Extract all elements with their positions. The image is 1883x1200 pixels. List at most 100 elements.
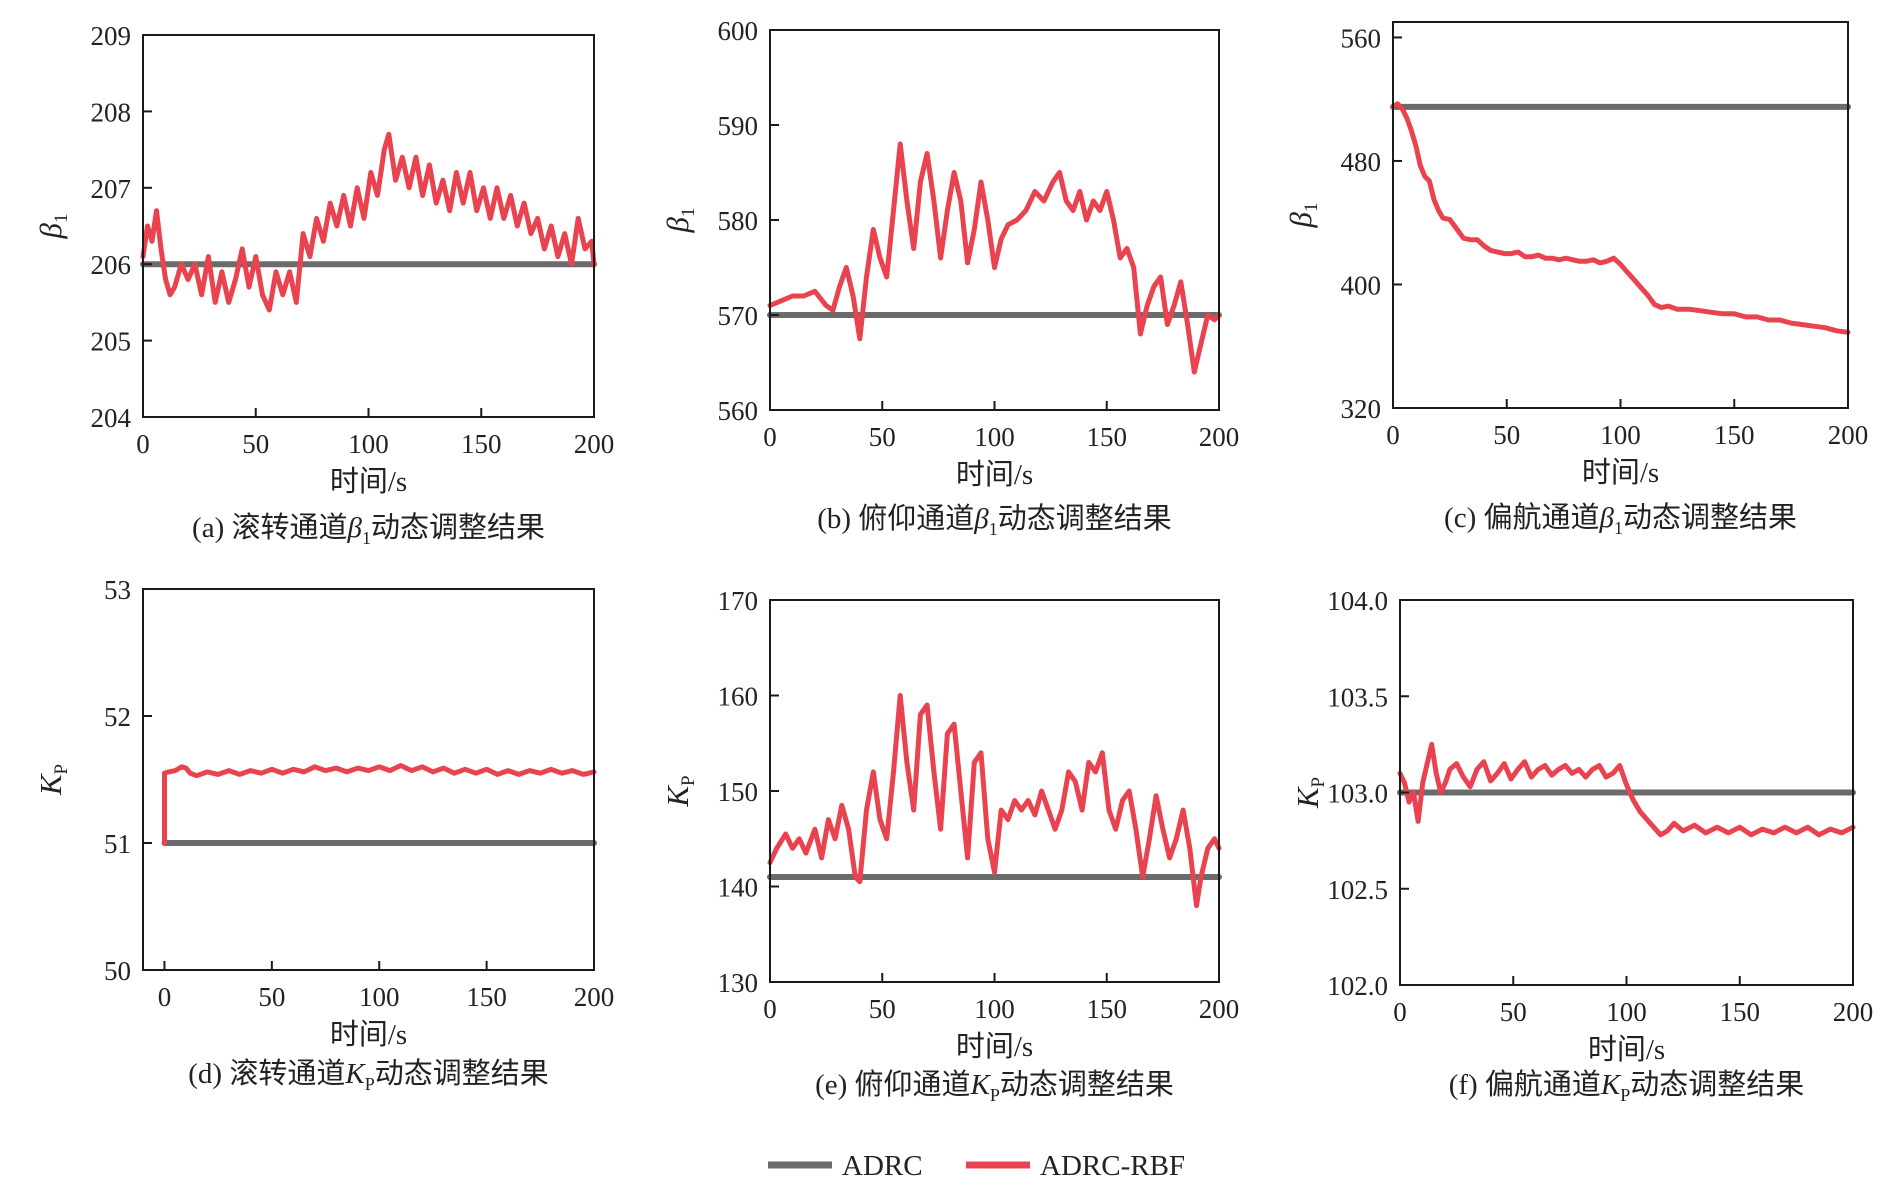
x-tick-label: 0 xyxy=(763,994,777,1024)
caption-suffix: 动态调整结果 xyxy=(1000,1068,1174,1101)
y-axis-label: β1 xyxy=(33,214,72,240)
x-tick-label: 100 xyxy=(348,429,389,459)
caption-symbol: β xyxy=(1598,502,1614,534)
series-line-adrc-rbf xyxy=(767,693,1222,909)
caption-symbol: β xyxy=(346,512,362,544)
subplot-caption: (c) 偏航通道β1动态调整结果 xyxy=(1444,501,1797,538)
x-tick-label: 50 xyxy=(869,422,896,452)
y-tick-label: 207 xyxy=(91,174,132,204)
x-tick-label: 0 xyxy=(158,982,172,1012)
y-tick-label: 205 xyxy=(91,327,132,357)
subplot-caption: (e) 俯仰通道KP动态调整结果 xyxy=(815,1068,1174,1105)
caption-suffix: 动态调整结果 xyxy=(1623,501,1797,534)
y-tick-label: 570 xyxy=(718,301,759,331)
caption-symbol: K xyxy=(344,1058,366,1090)
x-tick-label: 150 xyxy=(1714,420,1755,450)
x-axis-label: 时间/s xyxy=(330,465,407,498)
x-axis-label: 时间/s xyxy=(956,1030,1033,1063)
y-tick-label: 130 xyxy=(718,968,759,998)
y-axis-subscript: P xyxy=(1308,777,1329,788)
y-tick-label: 580 xyxy=(718,206,759,236)
y-axis-symbol: K xyxy=(1290,785,1325,809)
x-tick-label: 50 xyxy=(1500,997,1527,1027)
y-axis-subscript: 1 xyxy=(678,208,699,218)
y-tick-label: 53 xyxy=(104,575,131,605)
x-tick-label: 0 xyxy=(763,422,777,452)
y-tick-label: 600 xyxy=(718,16,759,46)
caption-subscript: P xyxy=(365,1074,375,1094)
y-tick-label: 590 xyxy=(718,111,759,141)
caption-prefix: (e) 俯仰通道 xyxy=(815,1068,970,1101)
caption-symbol: β xyxy=(973,503,989,535)
y-axis-subscript: P xyxy=(51,764,72,775)
series-line-adrc-rbf xyxy=(1397,741,1856,838)
caption-prefix: (d) 滚转通道 xyxy=(188,1057,345,1090)
y-tick-label: 102.5 xyxy=(1327,875,1388,905)
caption-subscript: 1 xyxy=(1614,518,1623,538)
x-tick-label: 0 xyxy=(1393,997,1407,1027)
x-tick-label: 50 xyxy=(869,994,896,1024)
x-axis-label: 时间/s xyxy=(1582,456,1659,489)
subplot-caption: (a) 滚转通道β1动态调整结果 xyxy=(192,511,545,548)
plot-frame xyxy=(142,34,595,418)
y-tick-label: 51 xyxy=(104,829,131,859)
caption-suffix: 动态调整结果 xyxy=(371,511,545,544)
x-tick-label: 100 xyxy=(974,994,1015,1024)
x-tick-label: 200 xyxy=(574,429,615,459)
x-tick-label: 0 xyxy=(136,429,150,459)
x-tick-label: 150 xyxy=(1720,997,1761,1027)
y-axis-symbol: K xyxy=(33,772,68,796)
series-line-adrc-rbf xyxy=(140,131,597,313)
x-tick-label: 100 xyxy=(1600,420,1641,450)
y-axis-symbol: β xyxy=(33,222,68,239)
y-axis-label: KP xyxy=(660,775,699,807)
x-tick-label: 200 xyxy=(1199,422,1240,452)
x-tick-label: 150 xyxy=(466,982,507,1012)
y-axis-symbol: K xyxy=(660,784,695,808)
subplot-grid: 0 50 100 150 200204205206207208209时间/sβ1(a) … xyxy=(33,16,1873,1105)
legend-label-adrc: ADRC xyxy=(842,1150,923,1182)
legend-label-adrc-rbf: ADRC-RBF xyxy=(1040,1150,1185,1182)
y-tick-label: 103.5 xyxy=(1327,682,1388,712)
y-axis-subscript: 1 xyxy=(51,214,72,224)
caption-symbol: K xyxy=(1600,1069,1622,1101)
x-tick-label: 200 xyxy=(1199,994,1240,1024)
x-tick-label: 100 xyxy=(1606,997,1647,1027)
y-tick-label: 140 xyxy=(718,873,759,903)
x-axis-label: 时间/s xyxy=(956,458,1033,491)
series-line-adrc-rbf xyxy=(162,763,597,846)
caption-subscript: P xyxy=(990,1085,1000,1105)
caption-prefix: (c) 偏航通道 xyxy=(1444,501,1599,534)
y-axis-label: β1 xyxy=(1283,203,1322,229)
x-tick-label: 200 xyxy=(1833,997,1874,1027)
x-tick-label: 100 xyxy=(974,422,1015,452)
caption-prefix: (b) 俯仰通道 xyxy=(817,502,974,535)
legend: ADRC ADRC-RBF xyxy=(768,1150,1185,1182)
y-axis-label: KP xyxy=(1290,777,1329,809)
series-line-adrc-rbf xyxy=(767,141,1222,375)
x-tick-label: 50 xyxy=(258,982,285,1012)
x-tick-label: 50 xyxy=(1493,420,1520,450)
x-tick-label: 150 xyxy=(1087,994,1128,1024)
caption-suffix: 动态调整结果 xyxy=(998,502,1172,535)
caption-symbol: K xyxy=(970,1069,992,1101)
y-tick-label: 52 xyxy=(104,702,131,732)
caption-suffix: 动态调整结果 xyxy=(1630,1068,1804,1101)
x-tick-label: 0 xyxy=(1386,420,1400,450)
y-tick-label: 150 xyxy=(718,777,759,807)
y-tick-label: 160 xyxy=(718,682,759,712)
y-axis-subscript: 1 xyxy=(1301,203,1322,213)
plot-frame xyxy=(1392,21,1849,409)
y-tick-label: 209 xyxy=(91,21,132,51)
x-tick-label: 200 xyxy=(574,982,615,1012)
y-axis-symbol: β xyxy=(1283,211,1318,228)
y-axis-label: β1 xyxy=(660,208,699,234)
y-axis-label: KP xyxy=(33,764,72,796)
y-tick-label: 206 xyxy=(91,250,132,280)
x-tick-label: 150 xyxy=(1087,422,1128,452)
y-tick-label: 204 xyxy=(91,403,132,433)
y-tick-label: 50 xyxy=(104,956,131,986)
